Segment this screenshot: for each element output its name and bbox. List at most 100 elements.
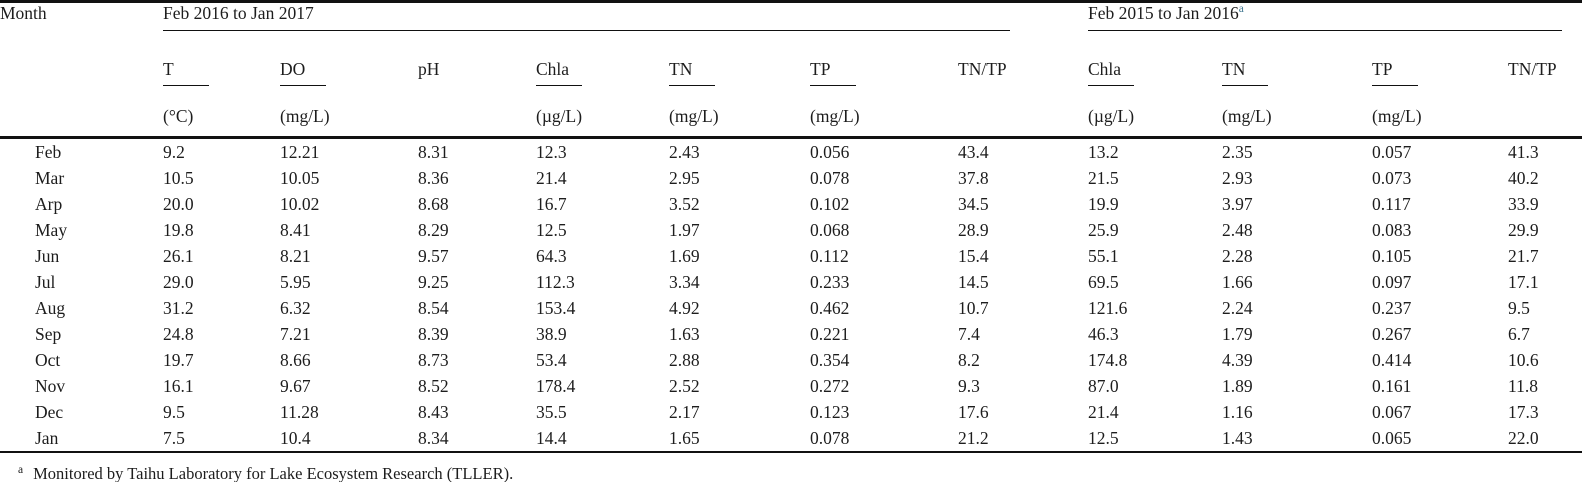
value-cell: 5.95 (280, 272, 311, 292)
value-cell: 8.66 (280, 350, 311, 370)
value-cell: 0.105 (1372, 246, 1412, 266)
value-cell: 12.5 (536, 220, 567, 240)
value-cell: 0.462 (810, 298, 850, 318)
group-header-row: Month Feb 2016 to Jan 2017 Feb 2015 to J… (0, 2, 1582, 48)
value-cell: 1.69 (669, 246, 700, 266)
value-cell: 8.39 (418, 324, 449, 344)
value-cell: 12.5 (1088, 428, 1119, 448)
value-cell: 10.02 (280, 194, 320, 214)
value-cell: 21.7 (1508, 246, 1539, 266)
value-cell: 87.0 (1088, 376, 1119, 396)
param-header-row: T DO pH Chla TN TP TN/TP Chla TN TP TN/TP (0, 47, 1582, 99)
value-cell: 1.63 (669, 324, 700, 344)
value-cell: 38.9 (536, 324, 567, 344)
value-cell: 7.5 (163, 428, 185, 448)
value-cell: 13.2 (1088, 142, 1119, 162)
value-cell: 28.9 (958, 220, 989, 240)
value-cell: 1.43 (1222, 428, 1253, 448)
unit-header-y1-t: (°C) (163, 106, 194, 126)
param-header-y2-tp: TP (1372, 47, 1508, 99)
value-cell: 1.97 (669, 220, 700, 240)
value-cell: 4.39 (1222, 350, 1253, 370)
value-cell: 9.3 (958, 376, 980, 396)
data-row-sep: Sep 24.8 7.21 8.39 38.9 1.63 0.221 7.4 46.3 1.79 0… (0, 321, 1582, 347)
value-cell: 8.36 (418, 168, 449, 188)
value-cell: 10.6 (1508, 350, 1539, 370)
value-cell: 29.9 (1508, 220, 1539, 240)
value-cell: 1.65 (669, 428, 700, 448)
month-cell: Dec (35, 402, 64, 422)
data-row-aug: Aug 31.2 6.32 8.54 153.4 4.92 0.462 10.7 121.6 2.… (0, 295, 1582, 321)
table-body: Feb 9.2 12.21 8.31 12.3 2.43 0.056 43.4 13.2 2.35… (0, 137, 1582, 452)
value-cell: 11.28 (280, 402, 319, 422)
value-cell: 178.4 (536, 376, 576, 396)
unit-header-y1-chla: (µg/L) (536, 106, 583, 126)
value-cell: 10.4 (280, 428, 311, 448)
value-cell: 9.5 (163, 402, 185, 422)
unit-header-y2-chla: (µg/L) (1088, 106, 1135, 126)
value-cell: 8.54 (418, 298, 449, 318)
value-cell: 7.21 (280, 324, 311, 344)
value-cell: 2.43 (669, 142, 700, 162)
month-cell: Sep (35, 324, 62, 344)
footnote-marker-sup: a (1238, 3, 1244, 16)
value-cell: 0.067 (1372, 402, 1412, 422)
water-quality-table: Month Feb 2016 to Jan 2017 Feb 2015 to J… (0, 0, 1582, 452)
value-cell: 2.24 (1222, 298, 1253, 318)
footnote-marker: a (18, 463, 24, 476)
value-cell: 0.057 (1372, 142, 1412, 162)
value-cell: 0.097 (1372, 272, 1412, 292)
unit-header-row: (°C) (mg/L) (µg/L) (mg/L) (mg/L) (µg/L) (mg/L)… (0, 99, 1582, 138)
value-cell: 11.8 (1508, 376, 1538, 396)
month-cell: Jul (35, 272, 56, 292)
value-cell: 0.112 (810, 246, 849, 266)
param-header-y1-tp: TP (810, 47, 958, 99)
month-cell: Nov (35, 376, 66, 396)
value-cell: 153.4 (536, 298, 576, 318)
value-cell: 8.34 (418, 428, 449, 448)
value-cell: 6.32 (280, 298, 311, 318)
value-cell: 35.5 (536, 402, 567, 422)
value-cell: 20.0 (163, 194, 194, 214)
value-cell: 10.7 (958, 298, 989, 318)
value-cell: 40.2 (1508, 168, 1539, 188)
value-cell: 2.17 (669, 402, 700, 422)
value-cell: 12.21 (280, 142, 320, 162)
value-cell: 112.3 (536, 272, 575, 292)
param-header-y2-tn: TN (1222, 47, 1372, 99)
group-label-2016-2017: Feb 2016 to Jan 2017 (163, 3, 314, 23)
param-header-y1-t: T (163, 47, 280, 99)
value-cell: 64.3 (536, 246, 567, 266)
value-cell: 41.3 (1508, 142, 1539, 162)
value-cell: 8.29 (418, 220, 449, 240)
unit-header-y2-tp: (mg/L) (1372, 106, 1422, 126)
value-cell: 3.52 (669, 194, 700, 214)
value-cell: 9.25 (418, 272, 449, 292)
value-cell: 0.414 (1372, 350, 1412, 370)
value-cell: 8.31 (418, 142, 449, 162)
data-row-arp: Arp 20.0 10.02 8.68 16.7 3.52 0.102 34.5 19.9 3.9… (0, 191, 1582, 217)
value-cell: 43.4 (958, 142, 989, 162)
data-row-nov: Nov 16.1 9.67 8.52 178.4 2.52 0.272 9.3 87.0 1.89… (0, 373, 1582, 399)
value-cell: 24.8 (163, 324, 194, 344)
value-cell: 0.161 (1372, 376, 1412, 396)
value-cell: 2.95 (669, 168, 700, 188)
unit-header-y1-tn: (mg/L) (669, 106, 719, 126)
month-cell: Oct (35, 350, 61, 370)
value-cell: 121.6 (1088, 298, 1128, 318)
value-cell: 0.267 (1372, 324, 1412, 344)
table-header: Month Feb 2016 to Jan 2017 Feb 2015 to J… (0, 2, 1582, 138)
value-cell: 14.5 (958, 272, 989, 292)
value-cell: 53.4 (536, 350, 567, 370)
param-header-y1-do: DO (280, 47, 418, 99)
value-cell: 2.35 (1222, 142, 1253, 162)
value-cell: 21.2 (958, 428, 989, 448)
param-header-y1-chla: Chla (536, 47, 669, 99)
month-column-header: Month (0, 3, 47, 23)
unit-header-empty (1508, 99, 1582, 138)
value-cell: 16.1 (163, 376, 194, 396)
data-row-oct: Oct 19.7 8.66 8.73 53.4 2.88 0.354 8.2 174.8 4.39… (0, 347, 1582, 373)
param-header-y2-chla: Chla (1088, 47, 1222, 99)
value-cell: 174.8 (1088, 350, 1128, 370)
